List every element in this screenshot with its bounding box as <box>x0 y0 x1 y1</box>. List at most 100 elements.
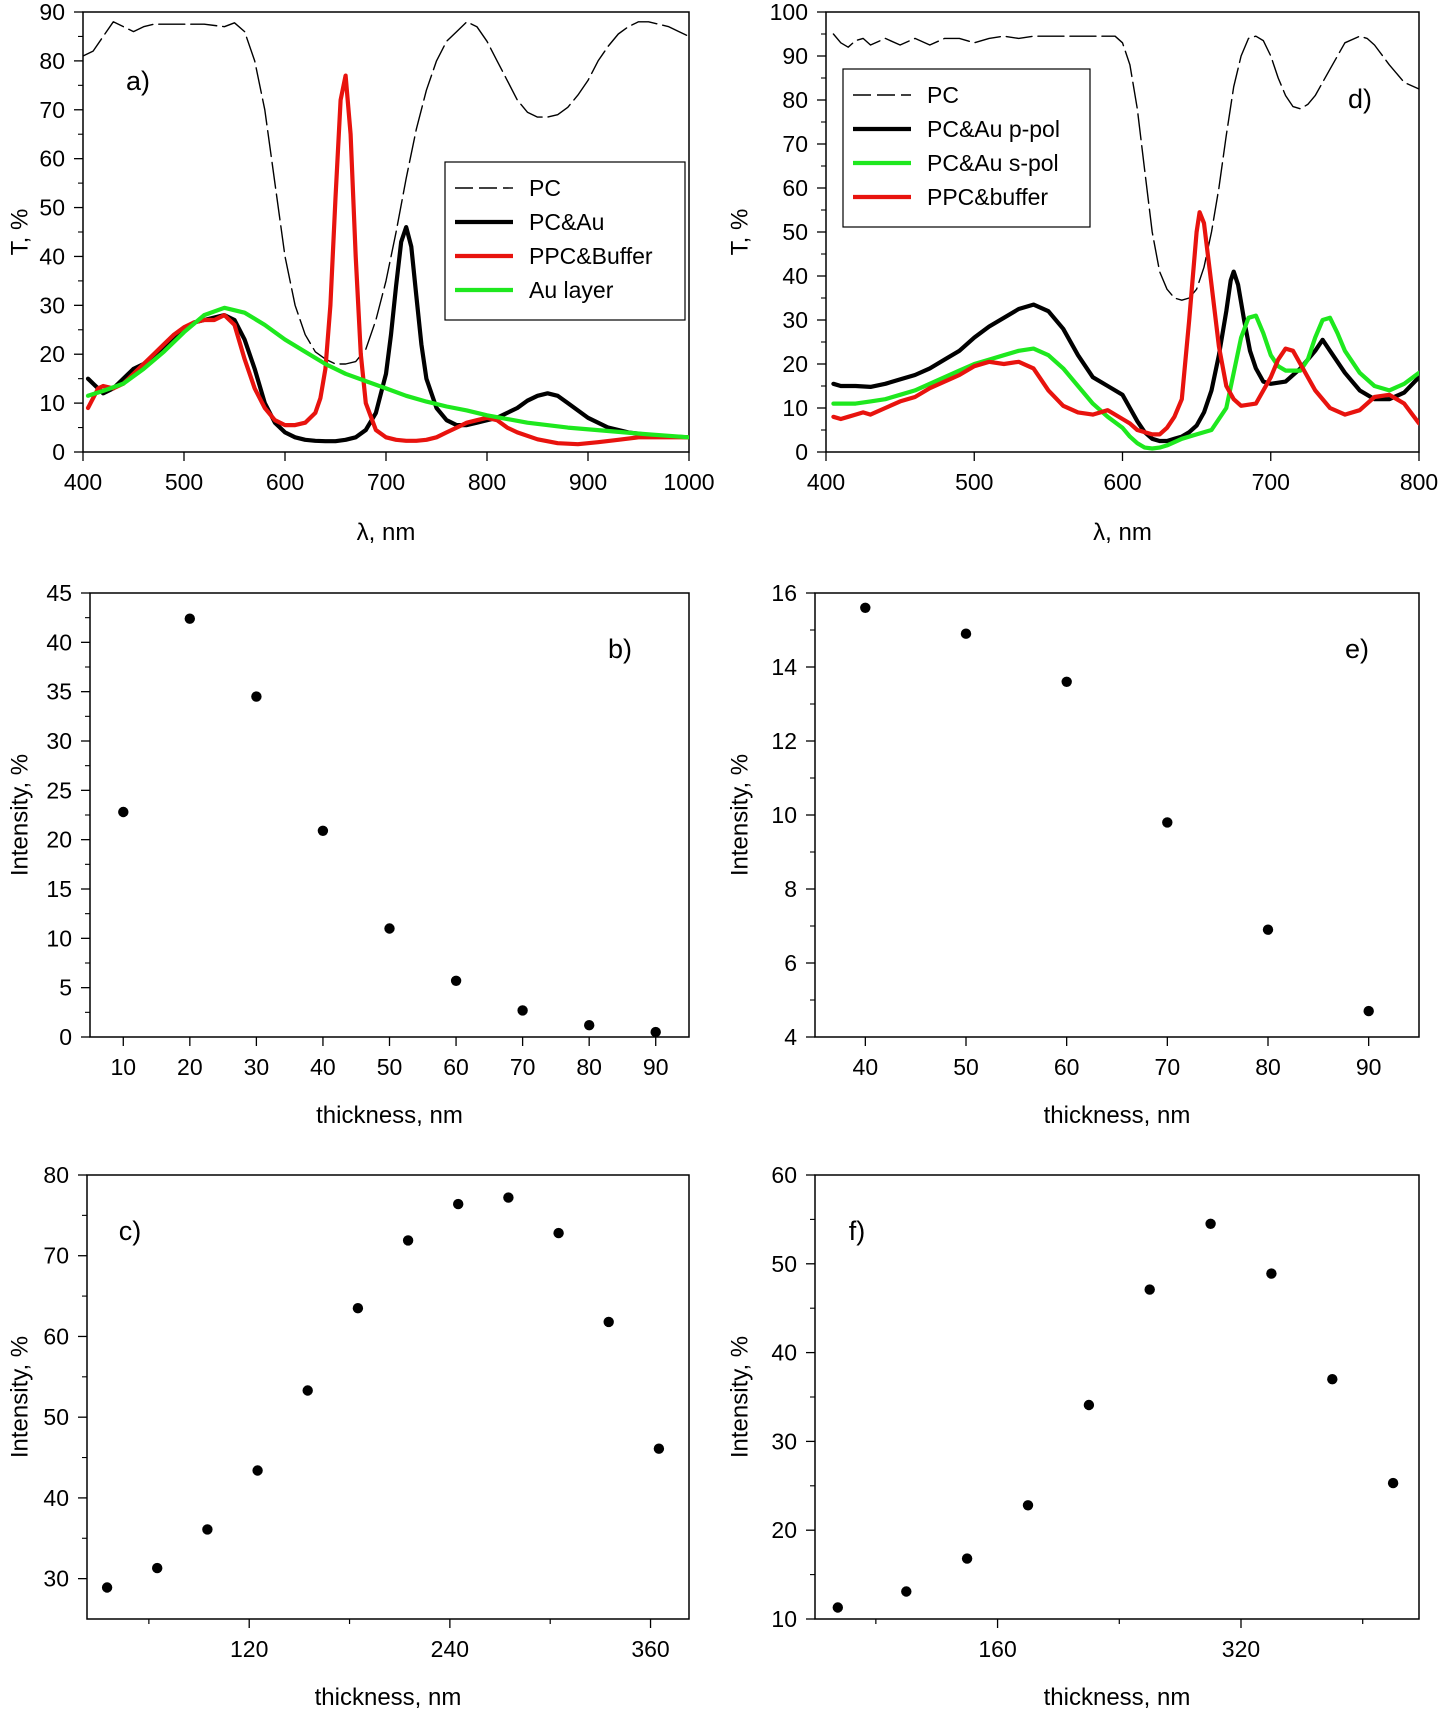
y-tick-label: 40 <box>43 1485 69 1511</box>
legend-entry: Au layer <box>529 277 614 303</box>
y-tick-label: 10 <box>46 925 72 951</box>
x-tick-label: 10 <box>110 1054 136 1080</box>
chart-d-transmission-spectra: 400 500 600 700 800 0 10 20 30 40 50 60 70 80 90 100 λ, … <box>727 0 1439 546</box>
panel-label: c) <box>119 1216 142 1246</box>
y-axis-label: Intensity, % <box>727 754 754 876</box>
data-point <box>860 602 871 613</box>
y-tick-label: 15 <box>46 876 72 902</box>
y-tick-label: 50 <box>39 195 65 221</box>
x-axis-label: thickness, nm <box>1044 1684 1191 1711</box>
x-axis-label: thickness, nm <box>315 1684 462 1711</box>
data-point <box>1061 676 1072 687</box>
x-tick-label: 40 <box>310 1054 336 1080</box>
chart-c-intensity-vs-thickness: 120 240 360 30 40 50 60 70 80 thickness, nm Intens… <box>7 1162 690 1711</box>
data-point <box>1022 1500 1034 1511</box>
data-point <box>650 1026 661 1038</box>
x-tick-label: 50 <box>377 1054 403 1080</box>
data-point <box>503 1192 514 1203</box>
x-tick-label: 120 <box>230 1636 268 1662</box>
series-line-au-layer <box>85 305 689 440</box>
y-tick-label: 30 <box>46 728 72 754</box>
series-line-ppc-buffer <box>831 210 1419 437</box>
y-tick-label: 70 <box>39 97 65 123</box>
x-tick-label: 500 <box>165 469 203 495</box>
data-point <box>584 1019 595 1031</box>
x-tick-label: 320 <box>1222 1636 1260 1662</box>
series-group <box>83 21 689 447</box>
y-tick-label: 0 <box>795 439 808 465</box>
y-axis-label: T, % <box>7 209 34 256</box>
legend: PC PC&Au PPC&Buffer Au layer <box>444 161 686 321</box>
legend-entry: PC <box>529 175 561 201</box>
panel-label: d) <box>1348 84 1372 114</box>
data-point <box>184 613 195 624</box>
legend-entry: PC&Au p-pol <box>927 116 1060 142</box>
series-line-pc-au-p-pol <box>831 269 1419 444</box>
y-tick-label: 10 <box>771 802 797 828</box>
y-tick-label: 40 <box>39 243 65 269</box>
y-axis-label: Intensity, % <box>7 754 34 876</box>
x-tick-label: 700 <box>1252 469 1290 495</box>
series-line-ppc-buffer <box>85 73 689 447</box>
chart-e-intensity-vs-thickness: 40 50 60 70 80 90 4 6 8 10 12 14 16 thickness, nm Inte… <box>727 580 1420 1129</box>
x-tick-label: 40 <box>853 1054 879 1080</box>
panel-label: e) <box>1345 634 1369 664</box>
y-tick-label: 40 <box>46 629 72 655</box>
y-tick-label: 80 <box>39 48 65 74</box>
data-point <box>302 1385 313 1396</box>
y-tick-label: 80 <box>782 87 808 113</box>
data-point <box>517 1005 528 1016</box>
y-tick-label: 10 <box>39 390 65 416</box>
x-tick-label: 240 <box>431 1636 469 1662</box>
y-tick-label: 60 <box>39 146 65 172</box>
data-point <box>1205 1218 1216 1230</box>
y-tick-label: 100 <box>770 0 808 25</box>
data-point <box>453 1198 464 1210</box>
y-tick-label: 50 <box>43 1404 69 1430</box>
series-line-pc-au-s-pol <box>831 313 1419 451</box>
x-tick-label: 80 <box>1255 1054 1281 1080</box>
y-tick-label: 30 <box>771 1428 797 1454</box>
y-tick-label: 25 <box>46 777 72 803</box>
x-tick-label: 600 <box>266 469 304 495</box>
y-tick-label: 20 <box>46 827 72 853</box>
y-tick-label: 30 <box>39 292 65 318</box>
x-tick-label: 60 <box>1054 1054 1080 1080</box>
y-tick-label: 8 <box>784 876 797 902</box>
x-tick-label: 50 <box>953 1054 979 1080</box>
x-axis-label: λ, nm <box>1093 519 1152 546</box>
x-tick-label: 60 <box>443 1054 469 1080</box>
data-point <box>961 1553 973 1564</box>
x-tick-label: 700 <box>367 469 405 495</box>
data-point <box>1327 1374 1338 1385</box>
x-tick-label: 800 <box>468 469 506 495</box>
y-tick-label: 30 <box>782 307 808 333</box>
legend-entry: PC&Au <box>529 209 604 235</box>
series-group <box>831 33 1419 451</box>
y-tick-label: 60 <box>43 1323 69 1349</box>
data-point <box>1144 1284 1155 1295</box>
y-tick-label: 0 <box>52 439 65 465</box>
data-point <box>553 1227 564 1239</box>
x-axis-label: thickness, nm <box>316 1102 463 1129</box>
x-tick-label: 600 <box>1103 469 1141 495</box>
data-point <box>960 628 972 639</box>
plot-frame-f <box>814 1174 1420 1620</box>
legend-entry: PPC&Buffer <box>529 243 653 269</box>
legend: PC PC&Au p-pol PC&Au s-pol PPC&buffer <box>842 68 1091 228</box>
y-tick-label: 14 <box>771 654 797 680</box>
y-tick-label: 90 <box>39 0 65 25</box>
data-point <box>1083 1399 1095 1411</box>
data-point <box>251 691 262 702</box>
x-tick-label: 900 <box>569 469 607 495</box>
data-point <box>901 1586 912 1597</box>
y-tick-label: 10 <box>782 395 808 421</box>
data-point <box>384 923 395 934</box>
series-line-pc <box>832 33 1419 301</box>
y-tick-label: 20 <box>782 351 808 377</box>
data-point <box>118 806 129 818</box>
y-tick-label: 90 <box>782 43 808 69</box>
y-tick-label: 20 <box>39 341 65 367</box>
x-tick-label: 400 <box>64 469 102 495</box>
